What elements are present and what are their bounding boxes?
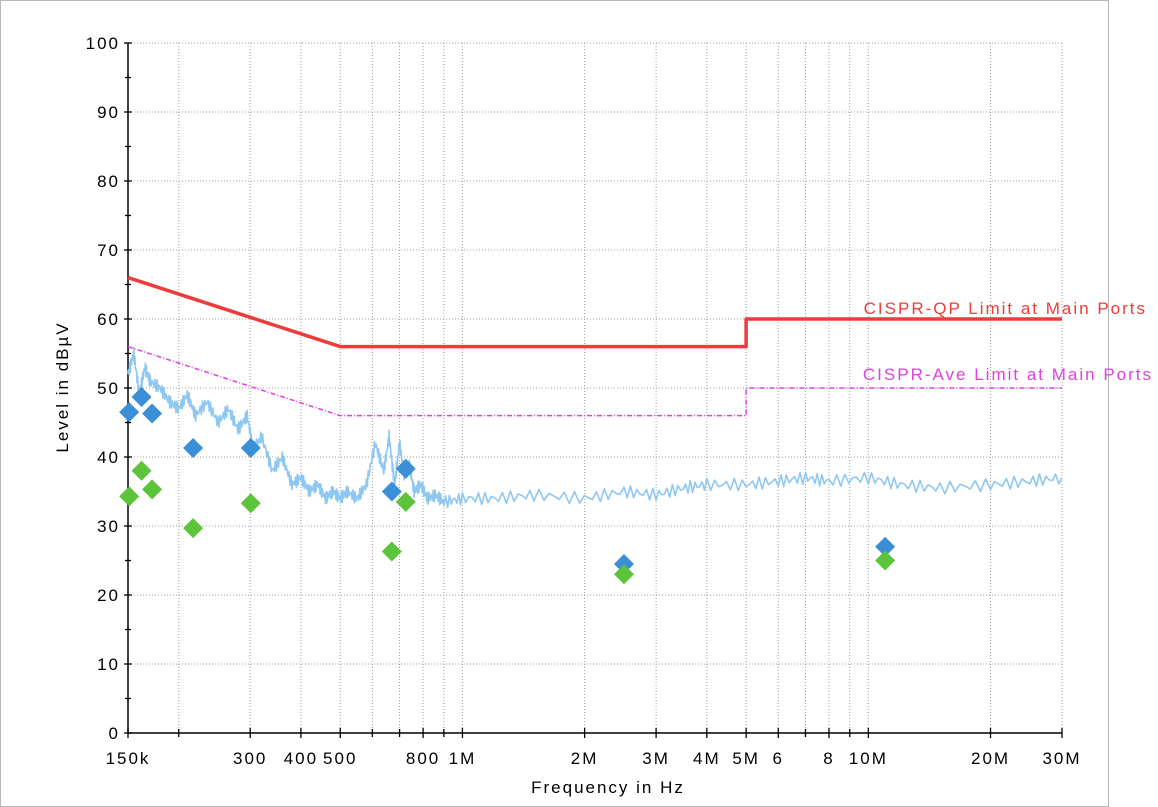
- x-tick-label: 2M: [571, 749, 599, 768]
- x-tick-label: 800: [406, 749, 440, 768]
- x-axis-title: Frequency in Hz: [531, 778, 685, 797]
- y-tick-label: 50: [97, 379, 120, 398]
- data-marker: [131, 386, 152, 407]
- data-marker: [183, 438, 204, 459]
- y-tick-label: 70: [97, 241, 120, 260]
- data-marker: [381, 481, 402, 502]
- x-tick-label: 400: [284, 749, 318, 768]
- x-tick-label: 300: [233, 749, 267, 768]
- data-marker: [875, 550, 896, 571]
- data-marker: [240, 493, 261, 514]
- data-marker: [395, 458, 416, 479]
- limit-label-qp: CISPR-QP Limit at Main Ports: [864, 299, 1147, 318]
- y-tick-label: 30: [97, 517, 120, 536]
- data-marker: [381, 541, 402, 562]
- y-tick-label: 40: [97, 448, 120, 467]
- y-axis-title: Level in dBµV: [53, 321, 72, 452]
- data-marker: [142, 479, 163, 500]
- qp-limit-line: [127, 275, 1062, 349]
- x-tick-label: 1M: [449, 749, 477, 768]
- x-tick-label: 10M: [849, 749, 888, 768]
- y-tick-label: 20: [97, 586, 120, 605]
- data-marker: [119, 402, 140, 423]
- data-marker: [131, 460, 152, 481]
- marker-layer: [119, 386, 896, 585]
- grid-layer: [128, 42, 1063, 733]
- x-tick-label: 20M: [971, 749, 1010, 768]
- y-tick-label: 0: [109, 724, 120, 743]
- data-marker: [183, 518, 204, 539]
- y-tick-label: 100: [86, 34, 120, 53]
- data-marker: [613, 564, 634, 585]
- x-tick-label: 500: [323, 749, 357, 768]
- data-marker: [395, 491, 416, 512]
- x-tick-label: 3M: [642, 749, 670, 768]
- measured-trace: [127, 346, 1063, 509]
- y-tick-label: 80: [97, 172, 120, 191]
- y-tick-label: 90: [97, 103, 120, 122]
- data-marker: [142, 403, 163, 424]
- data-marker: [875, 536, 896, 557]
- x-tick-label: 30M: [1042, 749, 1081, 768]
- x-tick-label: 150k: [106, 749, 151, 768]
- axis-layer: 0 10 20 30 40 50 60 70 80 90 100 150k 300 400 500 800 1M…: [86, 34, 1081, 768]
- y-tick-label: 10: [97, 655, 120, 674]
- y-tick-label: 60: [97, 310, 120, 329]
- limit-label-ave: CISPR-Ave Limit at Main Ports: [863, 365, 1153, 384]
- x-tick-label: 6: [773, 749, 784, 768]
- x-tick-label: 4M: [693, 749, 721, 768]
- x-tick-label: 5M: [732, 749, 760, 768]
- series-layer: [127, 275, 1063, 509]
- data-marker: [613, 553, 634, 574]
- plot-background: [128, 43, 1062, 733]
- ave-limit-line: [127, 345, 1062, 417]
- data-marker: [240, 438, 261, 459]
- x-tick-label: 8: [823, 749, 834, 768]
- data-marker: [119, 486, 140, 507]
